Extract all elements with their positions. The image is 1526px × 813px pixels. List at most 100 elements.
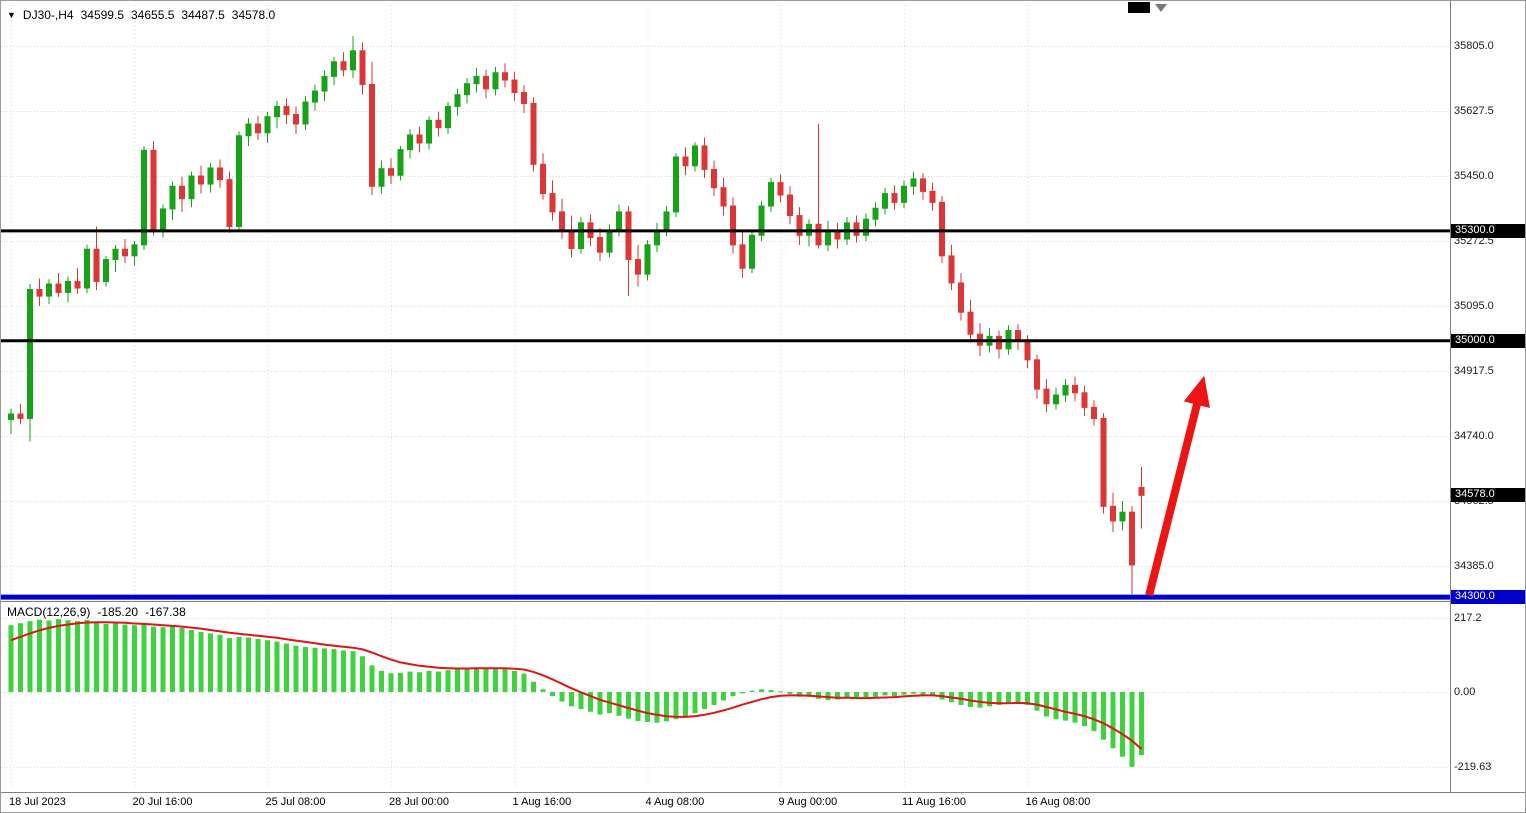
candle-body xyxy=(692,145,698,167)
ohlc-open-value: 34599.5 xyxy=(80,8,124,22)
macd-histogram-bar xyxy=(151,626,156,692)
macd-histogram-bar xyxy=(322,648,327,692)
candle-body xyxy=(549,193,556,213)
ohlc-close-value: 34578.0 xyxy=(231,8,276,22)
candle-body xyxy=(739,244,746,269)
candle-body xyxy=(302,101,309,125)
candle-body xyxy=(1091,406,1097,419)
price-tick-label: 35095.0 xyxy=(1454,300,1494,312)
candle-body xyxy=(236,135,242,228)
candle-body xyxy=(948,255,955,284)
macd-histogram-bar xyxy=(768,689,774,692)
macd-histogram-bar xyxy=(227,638,232,692)
candle-body xyxy=(625,211,632,260)
macd-histogram-bar xyxy=(198,632,204,692)
candle-body xyxy=(939,201,945,257)
candle-body xyxy=(445,105,451,129)
macd-histogram-bar xyxy=(493,667,498,692)
chart-shift-icon[interactable] xyxy=(1155,4,1167,12)
candle-body xyxy=(758,205,765,236)
macd-histogram-bar xyxy=(588,692,593,712)
macd-histogram-bar xyxy=(702,692,707,710)
macd-main-value: -185.20 xyxy=(97,605,139,619)
candle-body xyxy=(473,75,480,85)
candle-body xyxy=(321,75,328,92)
candle-body xyxy=(1100,417,1107,507)
candle-body xyxy=(283,105,290,115)
macd-histogram-bar xyxy=(103,623,109,692)
macd-histogram-bar xyxy=(1110,692,1116,749)
candle-body xyxy=(169,185,176,210)
candle-body xyxy=(17,413,24,419)
macd-histogram-bar xyxy=(806,692,812,697)
price-tick-label: 35450.0 xyxy=(1454,170,1494,182)
time-tick-label: 11 Aug 16:00 xyxy=(902,796,967,808)
candle-body xyxy=(122,248,128,257)
price-level-tag: 35000.0 xyxy=(1451,333,1525,348)
candle-body xyxy=(663,211,670,231)
macd-histogram-bar xyxy=(122,624,128,692)
macd-histogram-bar xyxy=(274,641,280,692)
candle-body xyxy=(416,134,423,144)
macd-histogram-bar xyxy=(483,668,489,692)
candle-body xyxy=(644,244,651,275)
candle-body xyxy=(606,229,613,253)
candle-body xyxy=(1072,384,1078,394)
chart-menu-icon[interactable]: ▼ xyxy=(7,10,16,20)
macd-histogram-bar xyxy=(1015,692,1021,703)
trend-arrow-shaft[interactable] xyxy=(1145,397,1203,597)
candle-body xyxy=(27,289,33,419)
macd-histogram-bar xyxy=(246,637,251,692)
macd-histogram-bar xyxy=(863,692,869,698)
candle-body xyxy=(1062,384,1069,396)
macd-histogram-bar xyxy=(312,647,318,692)
macd-histogram-bar xyxy=(749,690,755,692)
macd-histogram-bar xyxy=(56,619,61,692)
candle-body xyxy=(730,205,736,246)
macd-histogram-bar xyxy=(977,692,983,708)
macd-histogram-bar xyxy=(75,621,80,692)
macd-histogram-bar xyxy=(170,626,175,692)
candle-body xyxy=(293,113,299,125)
time-tick-label: 18 Jul 2023 xyxy=(9,796,66,808)
macd-histogram-bar xyxy=(255,638,261,692)
time-tick-label: 16 Aug 08:00 xyxy=(1025,796,1091,808)
macd-histogram-bar xyxy=(379,670,384,692)
candle-body xyxy=(74,280,81,289)
macd-histogram-bar xyxy=(521,673,527,692)
candle-body xyxy=(796,215,803,236)
macd-histogram-bar xyxy=(1044,692,1049,717)
candle-body xyxy=(568,229,575,250)
macd-histogram-bar xyxy=(37,619,42,692)
macd-histogram-bar xyxy=(844,692,850,699)
macd-histogram-bar xyxy=(1082,692,1087,727)
candle-body xyxy=(350,50,356,71)
macd-histogram-bar xyxy=(683,692,688,717)
price-tick-label: 35272.5 xyxy=(1454,235,1494,247)
candle-body xyxy=(397,149,404,176)
trend-arrow-head[interactable] xyxy=(1183,375,1210,408)
candle-body xyxy=(720,187,727,207)
macd-signal-line xyxy=(10,621,1143,750)
macd-indicator-header: MACD(12,26,9) -185.20 -167.38 xyxy=(7,605,186,619)
macd-histogram-bar xyxy=(645,692,650,722)
chart-plot-area[interactable] xyxy=(1,1,1450,793)
symbol-period-label: DJ30-,H4 xyxy=(22,8,74,22)
candle-body xyxy=(55,283,62,293)
candle-body xyxy=(597,237,603,253)
candle-body xyxy=(274,105,280,118)
candle-body xyxy=(673,156,679,213)
candle-body xyxy=(160,208,166,231)
macd-histogram-bar xyxy=(293,645,299,692)
macd-histogram-bar xyxy=(664,692,669,722)
candle-body xyxy=(1138,486,1145,496)
candle-body xyxy=(891,193,898,203)
macd-histogram-bar xyxy=(474,667,479,692)
candle-body xyxy=(502,72,508,81)
candle-body xyxy=(559,211,565,231)
macd-histogram-bar xyxy=(417,672,422,692)
indicator-panel-separator[interactable] xyxy=(1,601,1450,602)
candle-body xyxy=(141,149,147,246)
candle-body xyxy=(616,211,622,231)
macd-tick-label: -219.63 xyxy=(1454,760,1492,773)
